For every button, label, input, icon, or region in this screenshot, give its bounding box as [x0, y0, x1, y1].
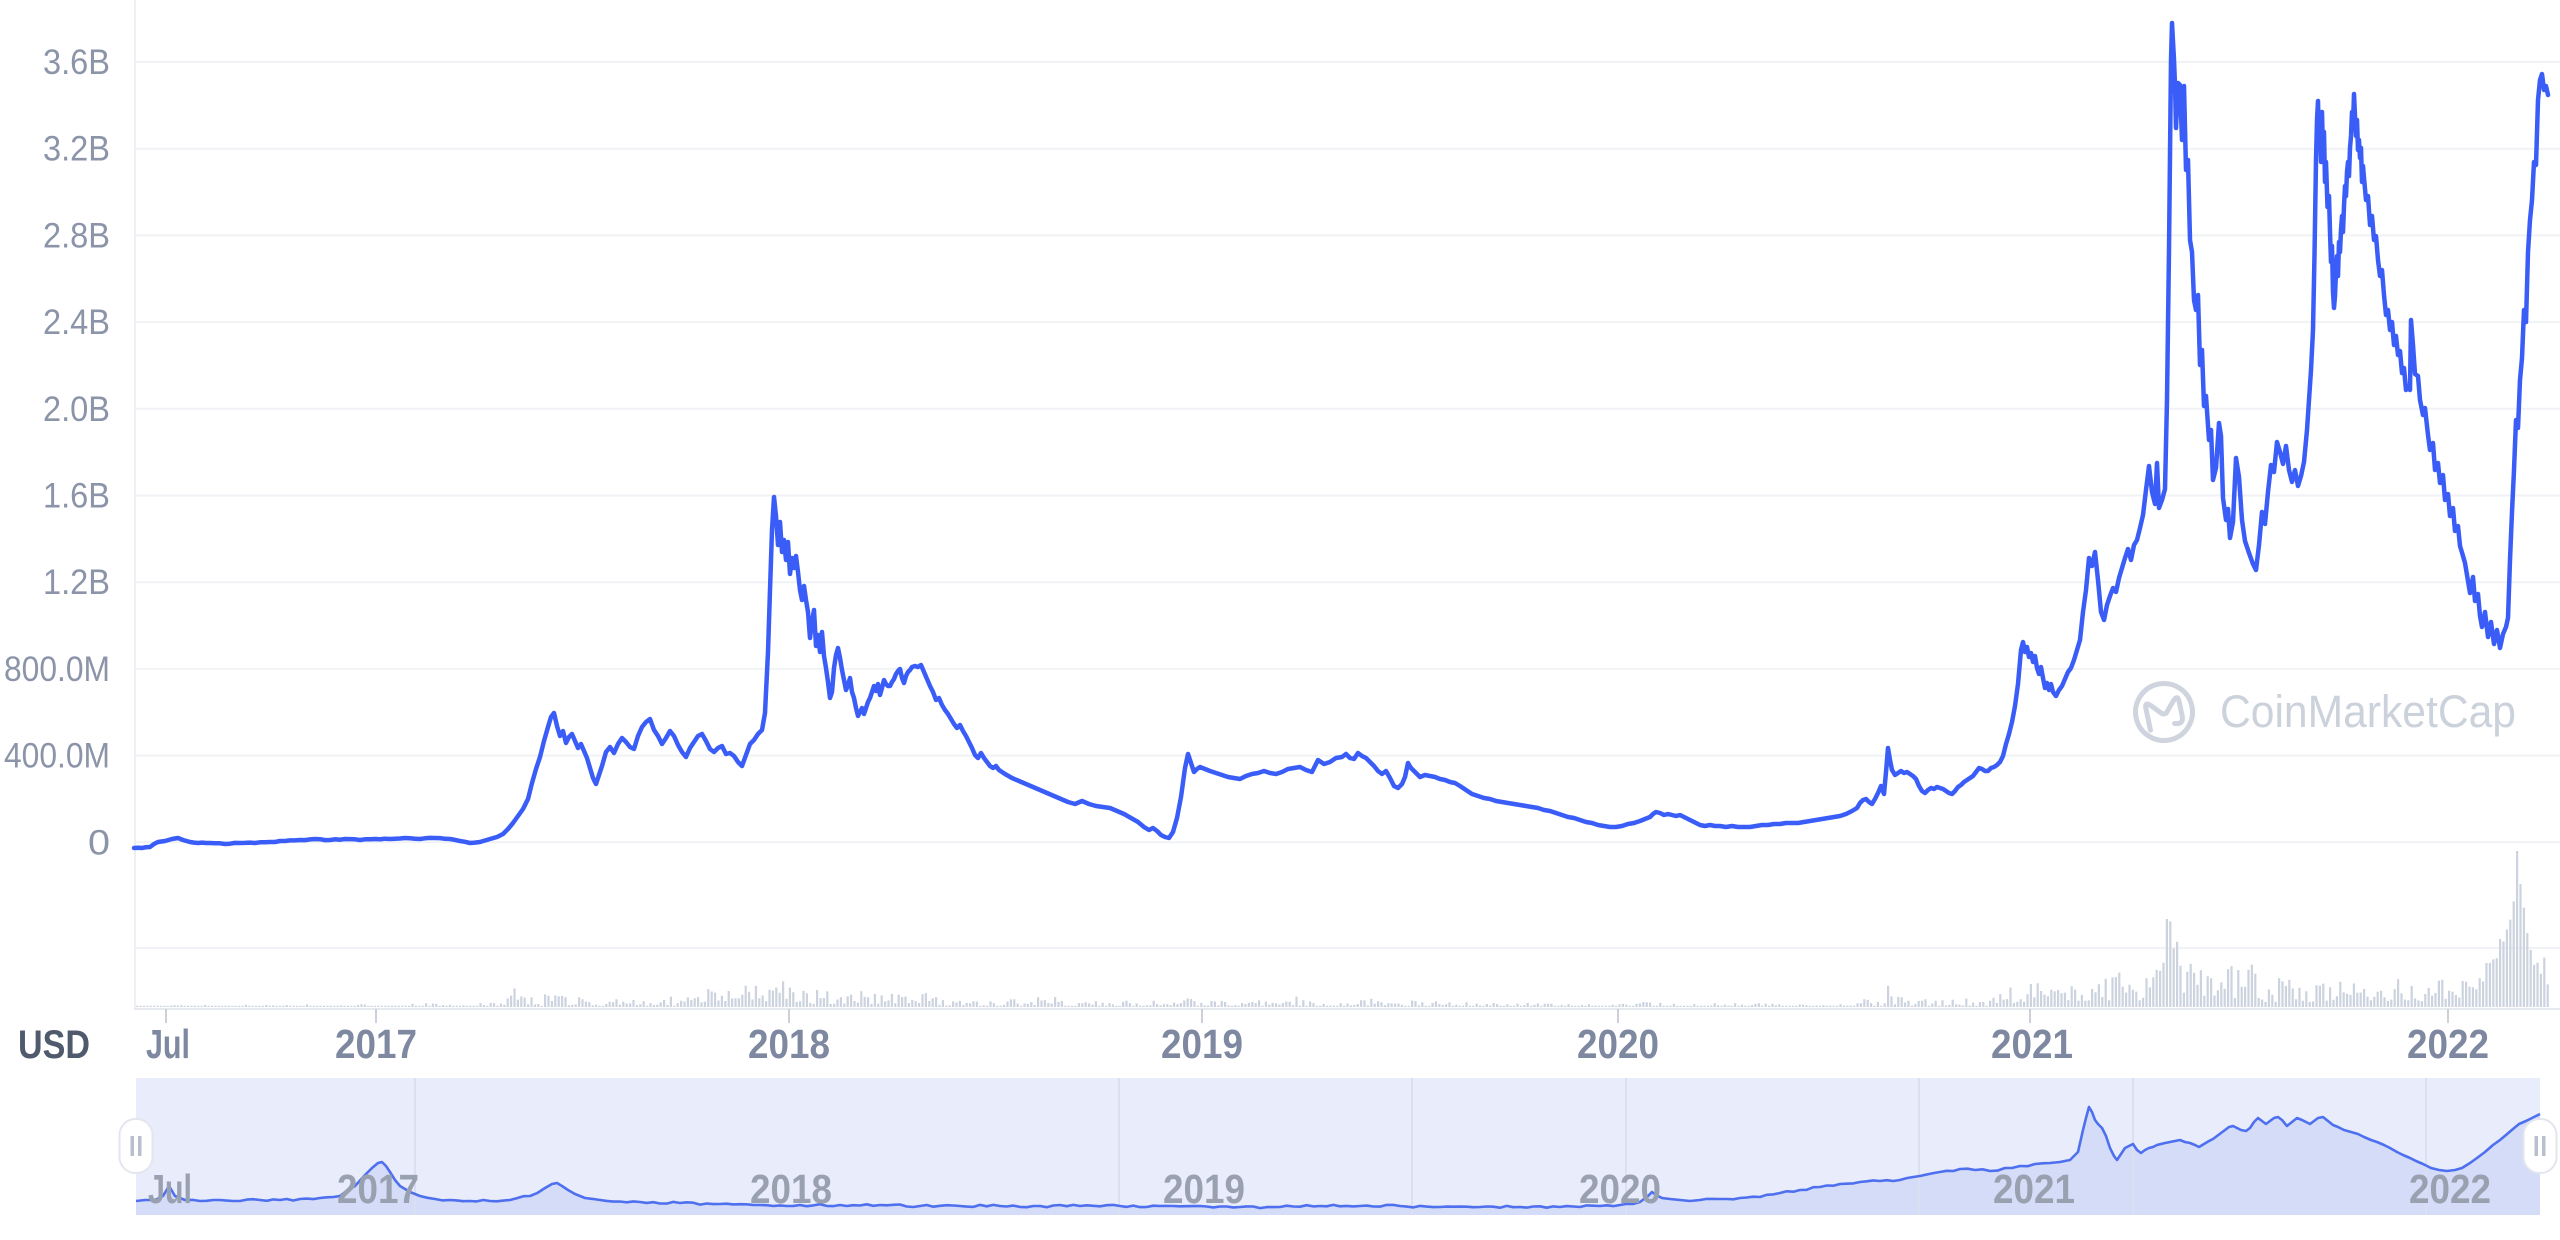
svg-text:1.6B: 1.6B — [43, 477, 110, 516]
svg-text:1.2B: 1.2B — [43, 563, 110, 602]
svg-text:2.0B: 2.0B — [43, 390, 110, 429]
svg-text:2019: 2019 — [1161, 1021, 1243, 1067]
svg-text:3.6B: 3.6B — [43, 43, 110, 82]
svg-text:2017: 2017 — [335, 1021, 417, 1067]
svg-text:2.8B: 2.8B — [43, 216, 110, 255]
svg-text:800.0M: 800.0M — [4, 650, 110, 689]
svg-text:2017: 2017 — [337, 1166, 419, 1212]
svg-text:400.0M: 400.0M — [4, 737, 110, 776]
svg-text:2022: 2022 — [2409, 1166, 2491, 1212]
svg-text:Jul: Jul — [146, 1021, 190, 1067]
svg-text:2021: 2021 — [1991, 1021, 2073, 1067]
svg-text:CoinMarketCap: CoinMarketCap — [2220, 686, 2516, 737]
svg-text:2021: 2021 — [1993, 1166, 2075, 1212]
svg-text:2.4B: 2.4B — [43, 303, 110, 342]
svg-text:2019: 2019 — [1163, 1166, 1245, 1212]
svg-text:3.2B: 3.2B — [43, 130, 110, 169]
svg-text:0: 0 — [88, 823, 110, 862]
svg-text:Jul: Jul — [148, 1166, 192, 1212]
svg-text:USD: USD — [18, 1023, 90, 1067]
svg-text:2018: 2018 — [750, 1166, 832, 1212]
svg-text:2022: 2022 — [2407, 1021, 2489, 1067]
svg-text:2020: 2020 — [1577, 1021, 1659, 1067]
svg-text:2020: 2020 — [1579, 1166, 1661, 1212]
svg-text:2018: 2018 — [748, 1021, 830, 1067]
